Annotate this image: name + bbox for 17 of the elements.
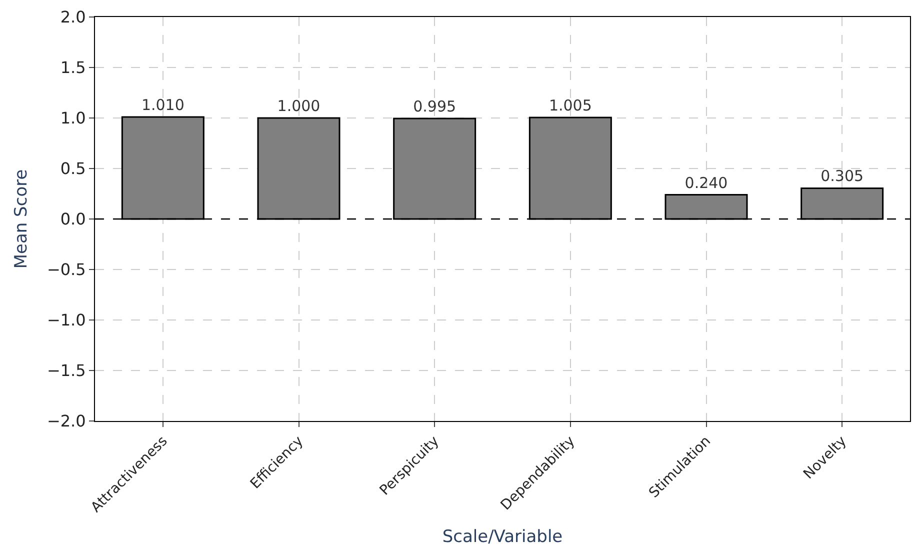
data-label: 1.005 <box>548 96 592 114</box>
data-label: 1.010 <box>141 96 184 114</box>
y-tick-label: 2.0 <box>60 8 86 27</box>
y-axis-title: Mean Score <box>11 169 32 269</box>
y-tick-label: −1.5 <box>46 361 86 380</box>
y-tick-label: 1.5 <box>60 58 86 78</box>
y-tick-label: 0.0 <box>60 210 86 229</box>
data-label: 1.000 <box>277 97 320 115</box>
y-tick-label: −0.5 <box>46 260 86 280</box>
data-label: 0.305 <box>820 167 864 186</box>
data-label: 0.240 <box>684 174 728 192</box>
y-tick-label: −2.0 <box>46 412 86 431</box>
y-tick-label: 1.0 <box>60 108 86 128</box>
x-axis-title: Scale/Variable <box>442 527 563 548</box>
y-tick-label: 0.5 <box>60 159 86 178</box>
y-tick-label: −1.0 <box>46 310 86 330</box>
data-label: 0.995 <box>413 98 456 116</box>
